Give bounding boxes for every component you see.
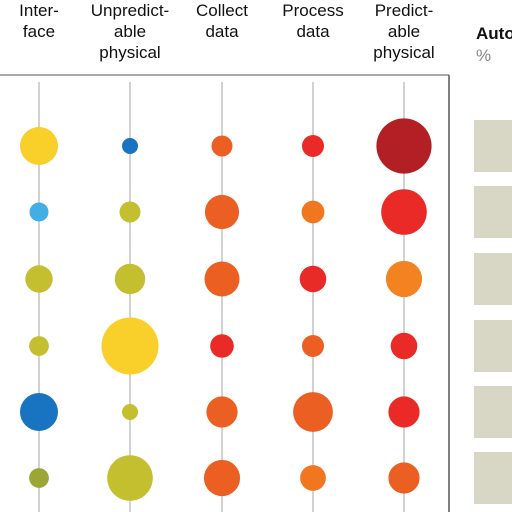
bubble-r1-c4 (302, 135, 324, 157)
bubble-r2-c3 (204, 194, 240, 230)
bubble-r3-c1 (25, 265, 53, 293)
right-panel-title: Auto (476, 24, 512, 43)
right-panel-bar-1 (474, 120, 512, 172)
bubble-r3-c3 (204, 261, 240, 297)
bubble-r5-c4 (293, 392, 333, 432)
bubble-r1-c5 (376, 118, 432, 174)
right-panel-bar-2 (474, 186, 512, 238)
bubble-r5-c3 (206, 396, 238, 428)
bubble-r6-c5 (388, 462, 420, 494)
bubble-r2-c4 (301, 200, 325, 224)
bubble-r6-c1 (29, 468, 49, 488)
column-header-collect-data: Collect data (196, 1, 248, 41)
column-header-predictable-physical: Predict- able physical (373, 1, 435, 62)
bubble-r4-c5 (390, 332, 418, 360)
bubble-r2-c1 (29, 202, 49, 222)
bubble-r4-c3 (210, 334, 234, 358)
right-panel-bar-4 (474, 320, 512, 372)
right-panel-bar-5 (474, 386, 512, 438)
bubble-r4-c4 (302, 335, 324, 357)
bubble-r3-c4 (299, 265, 327, 293)
column-header-interface: Inter- face (19, 1, 59, 41)
bubble-r4-c2 (101, 317, 159, 375)
bubble-r3-c2 (114, 263, 146, 295)
column-header-process-data: Process data (282, 1, 344, 41)
bubble-r6-c4 (300, 465, 326, 491)
right-panel-subtitle: % (476, 46, 492, 65)
bubble-r1-c3 (211, 135, 233, 157)
right-panel-bar-3 (474, 253, 512, 305)
right-panel-bar-6 (474, 452, 512, 504)
bubble-r6-c3 (203, 459, 241, 497)
bubble-r6-c2 (107, 455, 153, 501)
bubble-r3-c5 (385, 260, 423, 298)
bubble-r2-c5 (381, 189, 427, 235)
bubble-r1-c2 (122, 138, 138, 154)
bubble-r5-c2 (122, 404, 138, 420)
column-header-unpredictable-physical: Unpredict- able physical (90, 1, 170, 62)
bubble-r2-c2 (119, 201, 141, 223)
bubble-r1-c1 (20, 127, 58, 165)
bubble-r4-c1 (29, 336, 49, 356)
bubble-r5-c1 (20, 393, 58, 431)
bubble-r5-c5 (388, 396, 420, 428)
